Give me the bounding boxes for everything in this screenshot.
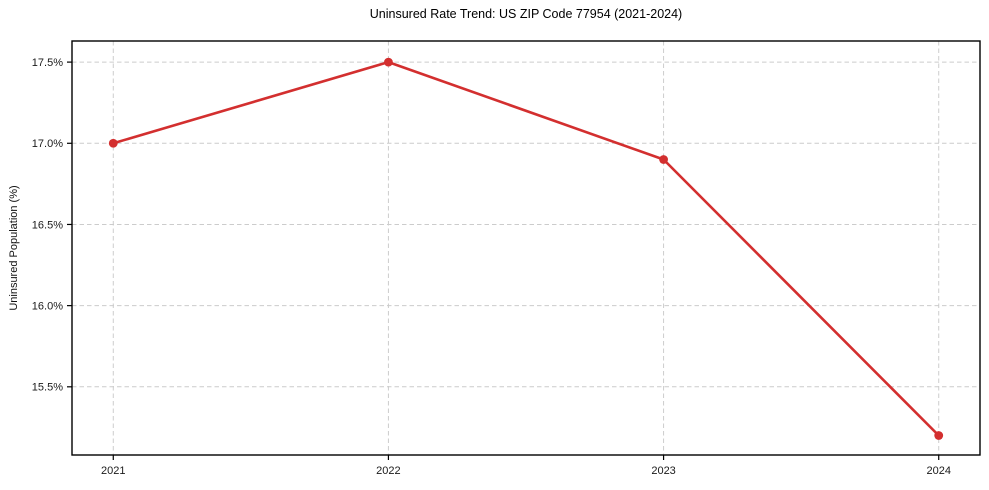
y-tick-label: 16.5% [32,219,63,231]
x-tick-label: 2021 [101,465,125,477]
plot-border [71,40,981,456]
series-line [111,60,941,437]
data-point [659,155,668,164]
y-tick-label: 15.5% [32,382,63,394]
y-tick-label: 16.0% [32,300,63,312]
x-tick-label: 2022 [376,465,400,477]
x-tick-label: 2024 [926,465,950,477]
x-tick-label: 2023 [651,465,675,477]
data-point [384,57,393,67]
chart-title: Uninsured Rate Trend: US ZIP Code 77954 … [369,7,683,21]
data-point [108,138,118,148]
data-point [934,431,944,440]
y-tick-label: 17.0% [32,138,63,150]
y-tick-label: 17.5% [32,57,63,69]
